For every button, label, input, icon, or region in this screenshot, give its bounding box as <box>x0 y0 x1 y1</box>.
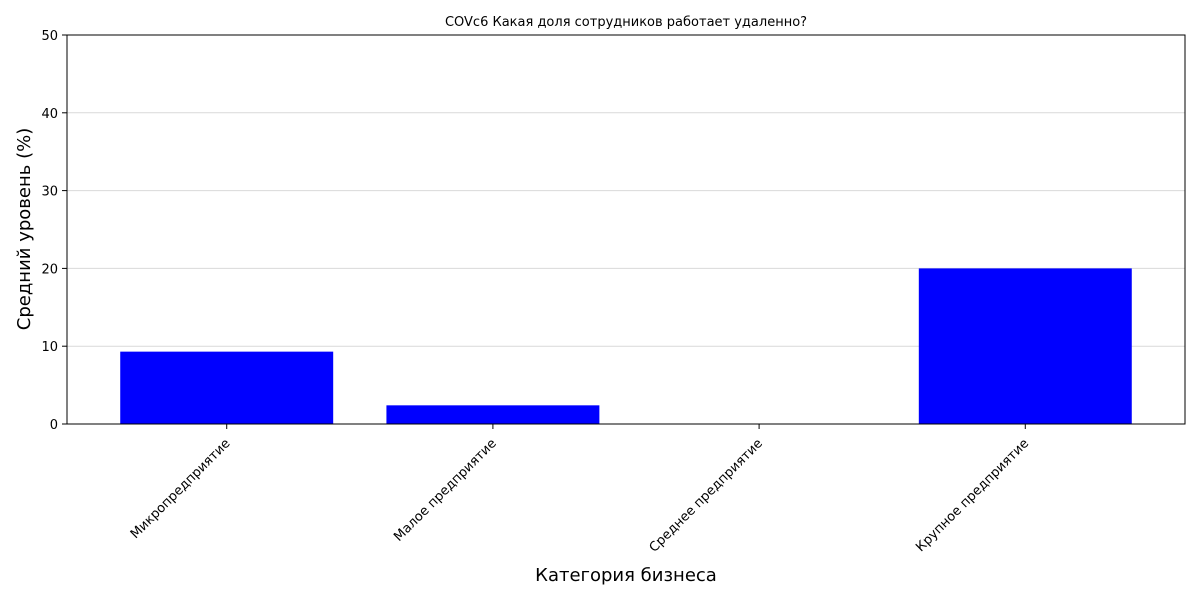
axes-frame <box>66 34 1186 425</box>
y-tick-label: 10 <box>41 340 58 355</box>
x-axis-label: Категория бизнеса <box>535 565 717 586</box>
y-axis-ticks: 0 10 20 30 40 50 <box>41 29 67 433</box>
y-axis-label: Средний уровень (%) <box>14 128 35 330</box>
y-tick-label: 50 <box>41 29 58 44</box>
x-tick-label: Среднее предприятие <box>647 436 766 555</box>
x-tick-label: Микропредприятие <box>128 436 234 542</box>
y-tick-label: 40 <box>41 107 58 122</box>
x-tick-label: Малое предприятие <box>391 436 499 544</box>
bar <box>918 268 1132 424</box>
y-tick-label: 0 <box>50 418 58 433</box>
x-axis-ticks: Микропредприятие Малое предприятие Среднее… <box>128 424 1032 556</box>
chart-title: COVc6 Какая доля сотрудников работает уд… <box>445 15 807 30</box>
y-tick-label: 30 <box>41 185 58 200</box>
bar <box>120 351 334 424</box>
y-tick-label: 20 <box>41 262 58 277</box>
x-tick-label: Крупное предприятие <box>913 436 1032 555</box>
bar <box>386 405 600 424</box>
bars <box>120 268 1132 424</box>
